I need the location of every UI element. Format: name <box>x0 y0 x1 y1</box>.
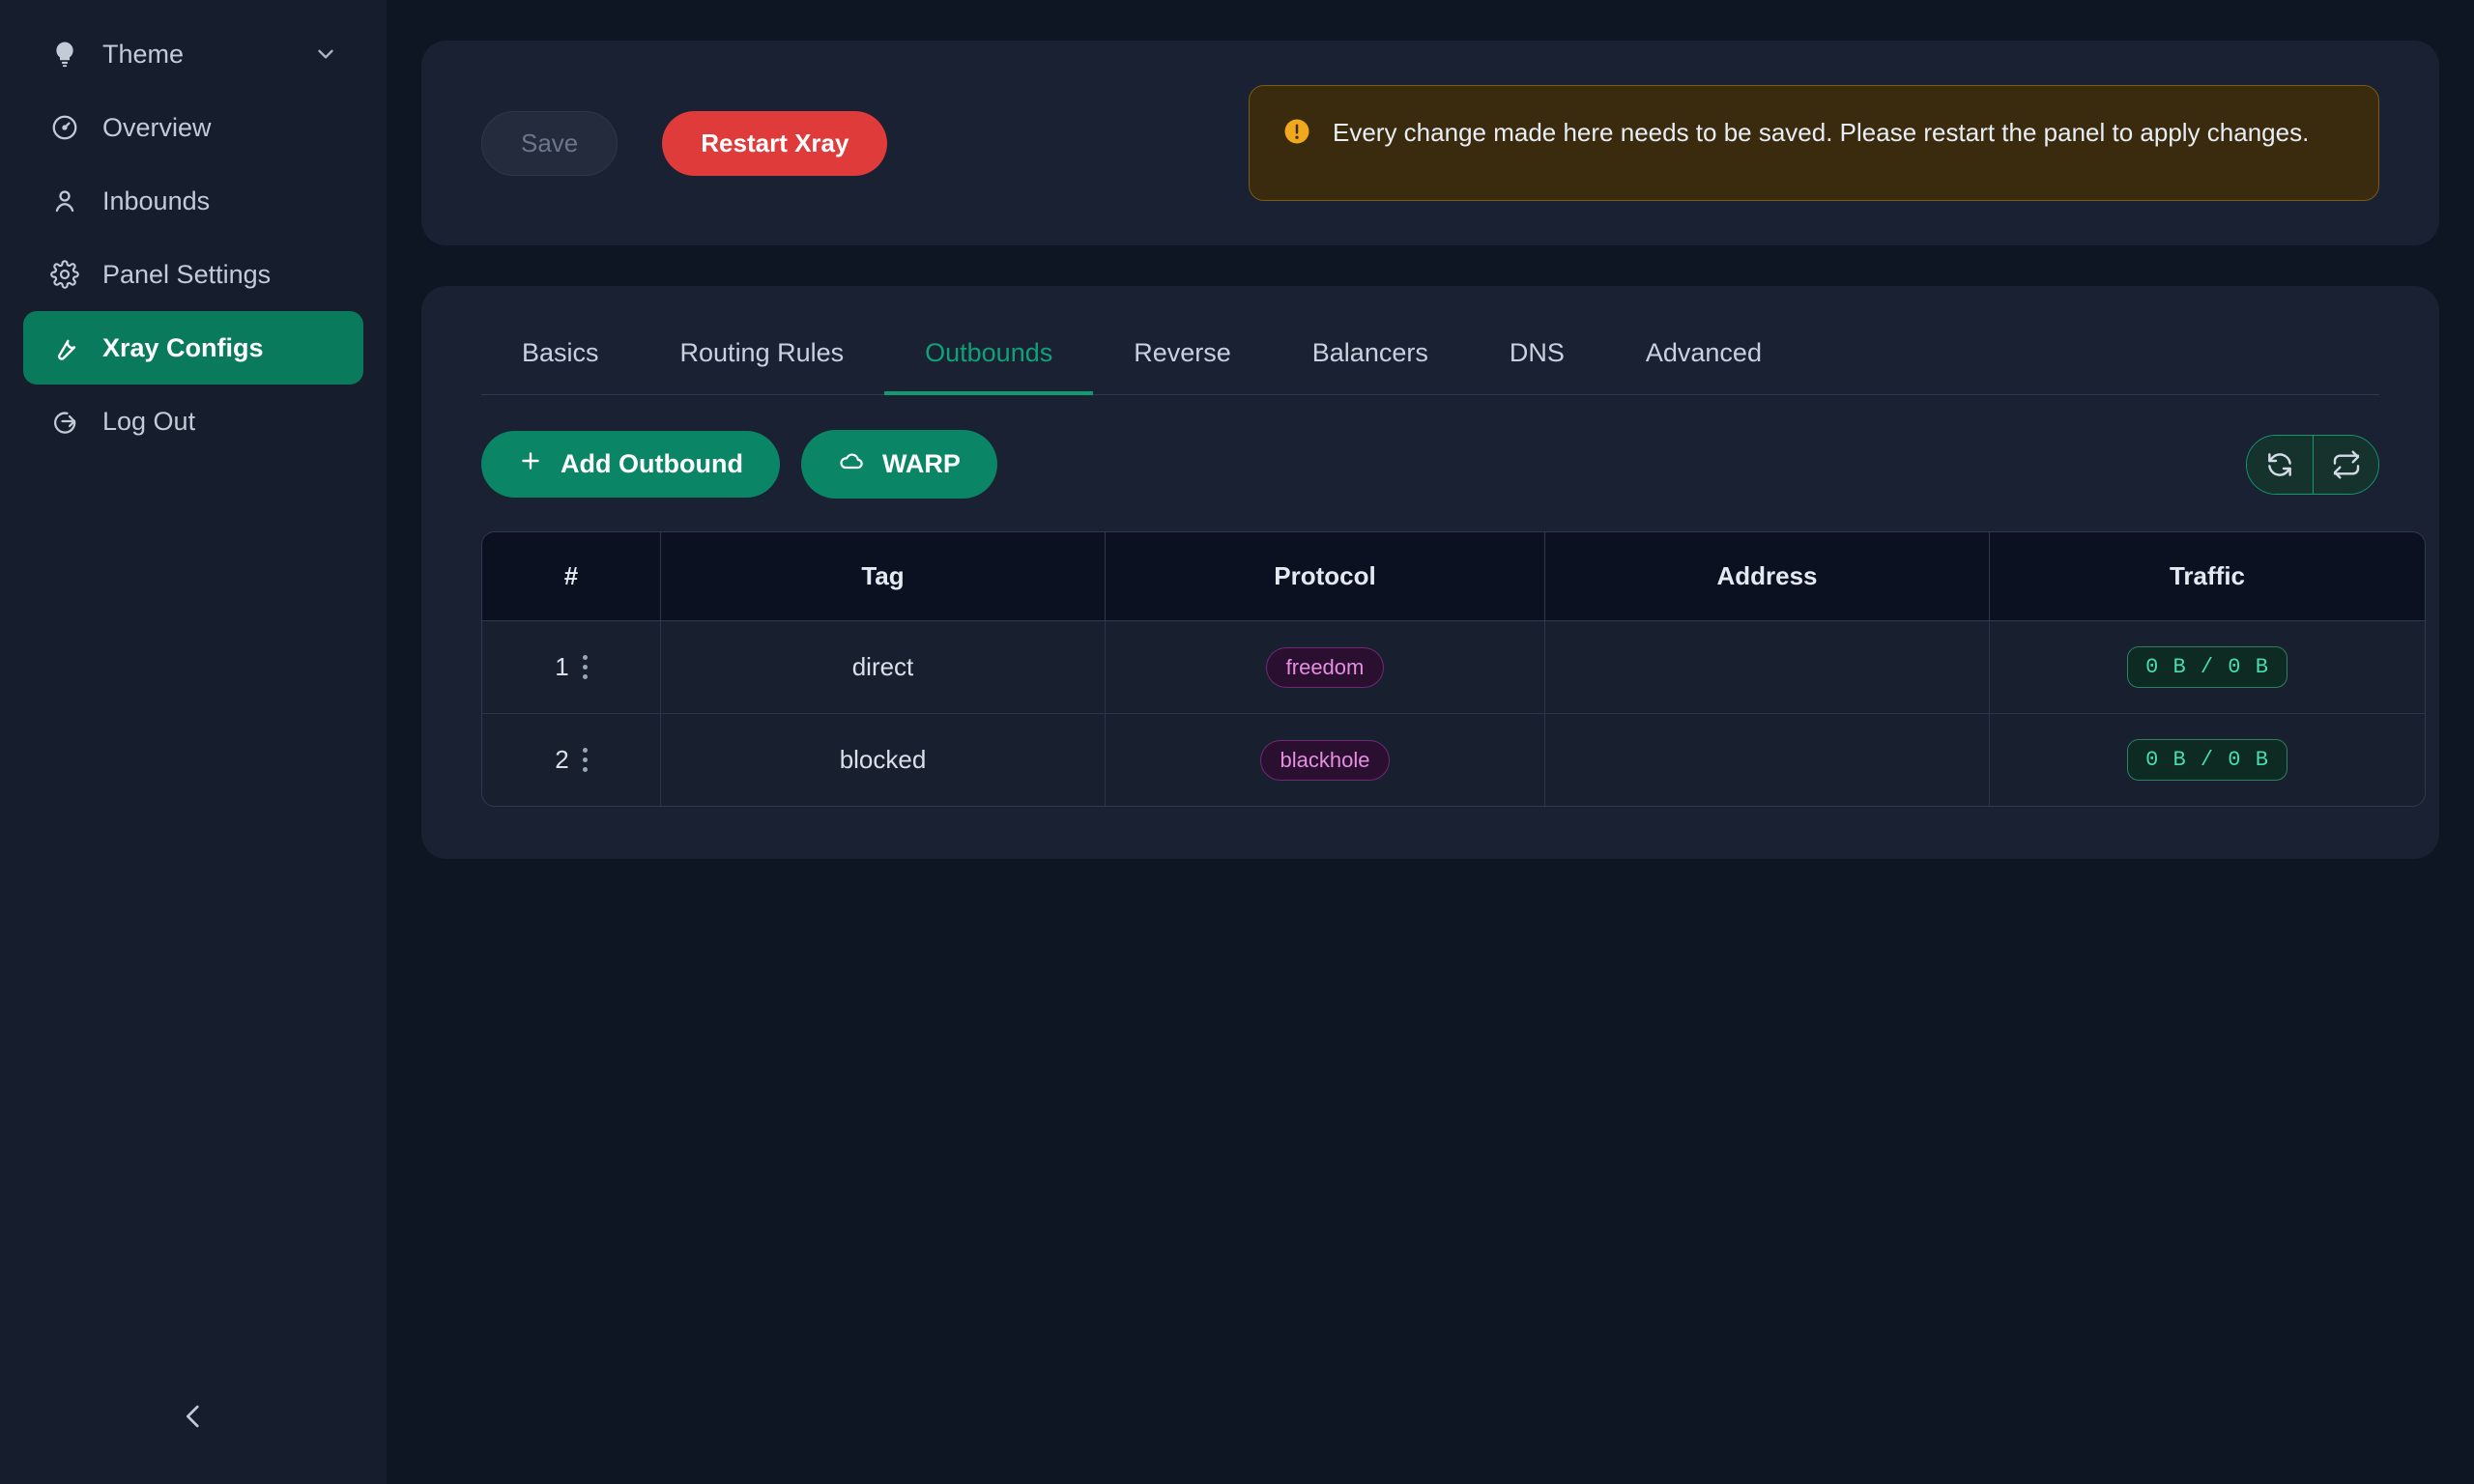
restart-xray-button[interactable]: Restart Xray <box>662 110 888 176</box>
row-protocol-cell: blackhole <box>1106 714 1545 806</box>
traffic-badge: 0 B / 0 B <box>2127 646 2287 688</box>
gear-icon <box>48 258 81 291</box>
table-tools-group <box>2246 434 2379 495</box>
warning-icon <box>1282 117 1311 146</box>
xray-config-panel: Basics Routing Rules Outbounds Reverse B… <box>421 286 2439 859</box>
warp-label: WARP <box>881 449 961 478</box>
row-address <box>1545 621 1990 714</box>
config-tabs: Basics Routing Rules Outbounds Reverse B… <box>481 323 2379 395</box>
more-vertical-icon[interactable] <box>582 748 588 772</box>
logout-icon <box>48 405 81 438</box>
row-number: 2 <box>555 745 569 774</box>
chevron-down-icon[interactable] <box>313 42 338 67</box>
row-traffic-cell: 0 B / 0 B <box>1990 621 2425 714</box>
traffic-badge: 0 B / 0 B <box>2127 739 2287 781</box>
tab-routing-rules[interactable]: Routing Rules <box>679 338 845 367</box>
sidebar: Theme Overview Inbounds Panel Settings <box>0 0 387 1484</box>
sidebar-item-inbounds[interactable]: Inbounds <box>23 164 363 238</box>
column-header-protocol[interactable]: Protocol <box>1106 532 1545 621</box>
alert-message: Every change made here needs to be saved… <box>1333 118 2310 147</box>
row-number-cell: 2 <box>482 714 661 806</box>
outbound-actions: Add Outbound WARP <box>481 430 2379 499</box>
save-warning-alert: Every change made here needs to be saved… <box>1249 85 2379 201</box>
table-row[interactable]: 2 blocked blackhole 0 B / 0 B <box>482 714 2425 806</box>
sidebar-item-label: Panel Settings <box>102 259 272 289</box>
main-content: Save Restart Xray Every change made here… <box>387 0 2474 1484</box>
column-header-num[interactable]: # <box>482 532 661 621</box>
chevron-left-icon <box>186 1405 199 1428</box>
protocol-badge: blackhole <box>1259 739 1391 781</box>
outbounds-table: # Tag Protocol Address Traffic 1 direct <box>481 531 2426 807</box>
row-protocol-cell: freedom <box>1106 621 1545 714</box>
table-header: # Tag Protocol Address Traffic <box>482 532 2425 621</box>
protocol-badge: freedom <box>1265 646 1385 688</box>
sidebar-item-xray-configs[interactable]: Xray Configs <box>23 311 363 385</box>
refresh-icon <box>2268 452 2291 476</box>
table-row[interactable]: 1 direct freedom 0 B / 0 B <box>482 621 2425 714</box>
row-tag: direct <box>661 621 1106 714</box>
tab-outbounds[interactable]: Outbounds <box>884 323 1094 395</box>
sidebar-item-theme[interactable]: Theme <box>23 17 363 91</box>
sidebar-item-label: Log Out <box>102 406 196 436</box>
dashboard-icon <box>48 111 81 144</box>
save-button[interactable]: Save <box>481 110 618 176</box>
row-tag: blocked <box>661 714 1106 806</box>
toolbar-panel: Save Restart Xray Every change made here… <box>421 41 2439 245</box>
column-header-traffic[interactable]: Traffic <box>1990 532 2425 621</box>
bulb-icon <box>48 38 81 71</box>
tab-basics[interactable]: Basics <box>522 338 599 367</box>
row-number-cell: 1 <box>482 621 661 714</box>
sidebar-item-label: Theme <box>102 39 185 69</box>
sidebar-item-label: Xray Configs <box>102 332 264 362</box>
warp-button[interactable]: WARP <box>800 430 997 499</box>
sidebar-collapse-button[interactable] <box>164 1387 222 1445</box>
sidebar-item-label: Overview <box>102 112 212 142</box>
sidebar-item-panel-settings[interactable]: Panel Settings <box>23 238 363 311</box>
refresh-button[interactable] <box>2247 435 2313 494</box>
repeat-button[interactable] <box>2313 435 2378 494</box>
cloud-icon <box>838 447 865 481</box>
table-body: 1 direct freedom 0 B / 0 B <box>482 621 2425 806</box>
tab-balancers[interactable]: Balancers <box>1311 338 1428 367</box>
column-header-address[interactable]: Address <box>1545 532 1990 621</box>
repeat-icon <box>2333 449 2359 479</box>
tab-dns[interactable]: DNS <box>1509 338 1565 367</box>
plus-icon <box>518 448 543 480</box>
add-outbound-button[interactable]: Add Outbound <box>481 431 780 498</box>
row-address <box>1545 714 1990 806</box>
sidebar-item-overview[interactable]: Overview <box>23 91 363 164</box>
wrench-icon <box>48 331 81 364</box>
row-number: 1 <box>555 652 569 681</box>
user-icon <box>48 185 81 217</box>
tab-reverse[interactable]: Reverse <box>1134 338 1231 367</box>
add-outbound-label: Add Outbound <box>561 449 743 478</box>
row-traffic-cell: 0 B / 0 B <box>1990 714 2425 806</box>
sidebar-item-log-out[interactable]: Log Out <box>23 385 363 458</box>
more-vertical-icon[interactable] <box>582 655 588 679</box>
column-header-tag[interactable]: Tag <box>661 532 1106 621</box>
sidebar-item-label: Inbounds <box>102 186 211 215</box>
tab-advanced[interactable]: Advanced <box>1645 338 1762 367</box>
